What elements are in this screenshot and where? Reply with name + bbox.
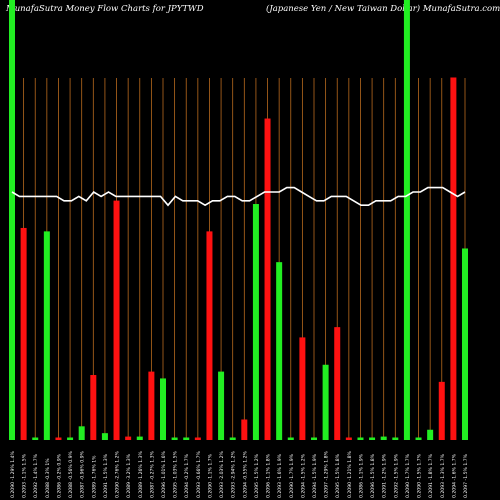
chart-title: MunafaSutra Money Flow Charts for JPYTWD — [6, 4, 204, 14]
x-tick-label: 0.2091 -1.2% 1.9% — [382, 453, 388, 498]
x-tick-label: 0.2094 -0.2% 1.7% — [184, 453, 190, 498]
x-tick-label: 0.2094 -0.55% 1.2% — [242, 450, 248, 498]
bar — [462, 248, 468, 440]
bar — [20, 227, 27, 440]
x-tick-label: 0.2092 -1.5% 1.9% — [393, 453, 399, 498]
bar — [113, 200, 120, 440]
x-tick-label: 0.2095 -1.5% 1.2% — [254, 453, 260, 498]
bar — [392, 437, 399, 440]
bar — [322, 364, 329, 440]
x-tick-label: 0.2095 -1.03% 1.5% — [173, 450, 179, 498]
bar — [125, 436, 132, 440]
bar — [252, 204, 259, 440]
bar — [78, 426, 85, 440]
price-line-path — [11, 186, 466, 207]
x-tick-label: 0.2093 -2.03% 1.2% — [219, 450, 225, 498]
x-tick-label: 0.2086 -1.1% 1.9% — [358, 453, 364, 498]
bar — [264, 118, 271, 441]
bar — [67, 437, 74, 440]
bar — [43, 231, 50, 440]
x-tick-label: 0.2090 -1.1% 1.7% — [207, 453, 213, 498]
x-tick-label: 0.2095 -1.5% 1.8% — [335, 453, 341, 498]
bar — [299, 337, 306, 440]
bar — [311, 437, 317, 440]
bar — [403, 0, 410, 440]
x-tick-label: 0.2097 -1.29% 1.8% — [324, 450, 330, 498]
bar — [357, 437, 364, 440]
bar — [32, 437, 39, 440]
x-tick-label: 0.2089 -1.76% 1% — [91, 455, 97, 498]
bar — [90, 375, 97, 440]
x-tick-label: 0.2093 -1.6% 1.9% — [277, 453, 283, 498]
bar — [171, 437, 178, 440]
x-tick-label: 0.2090 -1.29% 1.4% — [10, 450, 16, 498]
x-tick-label: 0.2086 -0.2% 0.9% — [56, 453, 62, 498]
bar — [148, 371, 155, 440]
x-tick-label: 0.2096 -1.1% 1.8% — [266, 453, 272, 498]
x-tick-label: 0.2088 -0.3% 1% — [45, 458, 51, 498]
x-tick-label: 0.2092 -1.4% 1.7% — [33, 453, 39, 498]
x-tick-label: 0.2097 -1.5% 1.7% — [463, 453, 469, 498]
x-tick-label: 0.2089 -3.2% 1.3% — [126, 453, 132, 498]
bar — [136, 436, 143, 440]
chart-subtitle: (Japanese Yen / New Taiwan Dollar) Munaf… — [266, 4, 500, 14]
x-tick-label: 0.2089 -1.26% 1.3% — [138, 450, 144, 498]
bar — [345, 437, 352, 440]
bar — [206, 231, 213, 440]
bar — [380, 436, 387, 440]
bar — [241, 419, 248, 440]
bar — [183, 437, 190, 440]
bar — [438, 381, 445, 440]
bar — [415, 437, 422, 440]
x-tick-label: 0.2094 -1.5% 1.9% — [312, 453, 318, 498]
bar — [229, 437, 236, 440]
x-tick-label: 0.2090 -1.21% 1.8% — [347, 450, 353, 498]
x-tick-label: 0.2093 -1.1% 1.5% — [22, 453, 28, 498]
bar — [450, 77, 457, 440]
price-line — [11, 186, 466, 207]
bar — [218, 371, 225, 440]
x-tick-label: 0.2090 -1.5% 1.7% — [417, 453, 423, 498]
x-tick-label: 0.2090 -1.7% 1.9% — [289, 453, 295, 498]
bar — [55, 437, 62, 440]
x-tick-label: 0.2094 -1.5% 1.2% — [300, 453, 306, 498]
x-tick-label: 0.2093 -2.94% 1.2% — [231, 450, 237, 498]
x-tick-label: 0.2087 -0.27% 1.3% — [149, 450, 155, 498]
x-tick-label: 0.2096 -1.5% 1.8% — [370, 453, 376, 498]
bars — [9, 0, 468, 441]
bar — [276, 262, 283, 440]
x-tick-label: 0.2093 -0.66% 1.7% — [196, 450, 202, 498]
x-tick-label: 0.2091 -1.8% 1.7% — [428, 453, 434, 498]
x-tick-label: 0.2088 -0.56% 0.9% — [68, 450, 74, 498]
x-tick-label: 0.2090 -1.7% 1.7% — [405, 453, 411, 498]
x-tick-label: 0.2096 -1.01% 1.6% — [161, 450, 167, 498]
bar — [287, 437, 294, 440]
x-tick-label: 0.2093 -1.3% 1.7% — [440, 453, 446, 498]
bar — [194, 437, 201, 440]
bar — [101, 433, 108, 440]
x-tick-label: 0.2087 -0.96% 0.9% — [80, 450, 86, 498]
x-tick-label: 0.2091 -1.5% 1.3% — [103, 453, 109, 498]
bar — [9, 0, 15, 440]
bar — [427, 429, 434, 440]
bar — [369, 437, 376, 440]
x-tick-label: 0.2094 -1.6% 1.7% — [451, 453, 457, 498]
x-tick-labels: 0.2090 -1.29% 1.4% 0.2093 -1.1% 1.5% 0.209… — [10, 450, 469, 498]
grid-lines — [11, 78, 466, 440]
bar — [160, 378, 166, 440]
bar — [334, 327, 341, 440]
x-tick-label: 0.2090 -2.76% 1.2% — [115, 450, 121, 498]
